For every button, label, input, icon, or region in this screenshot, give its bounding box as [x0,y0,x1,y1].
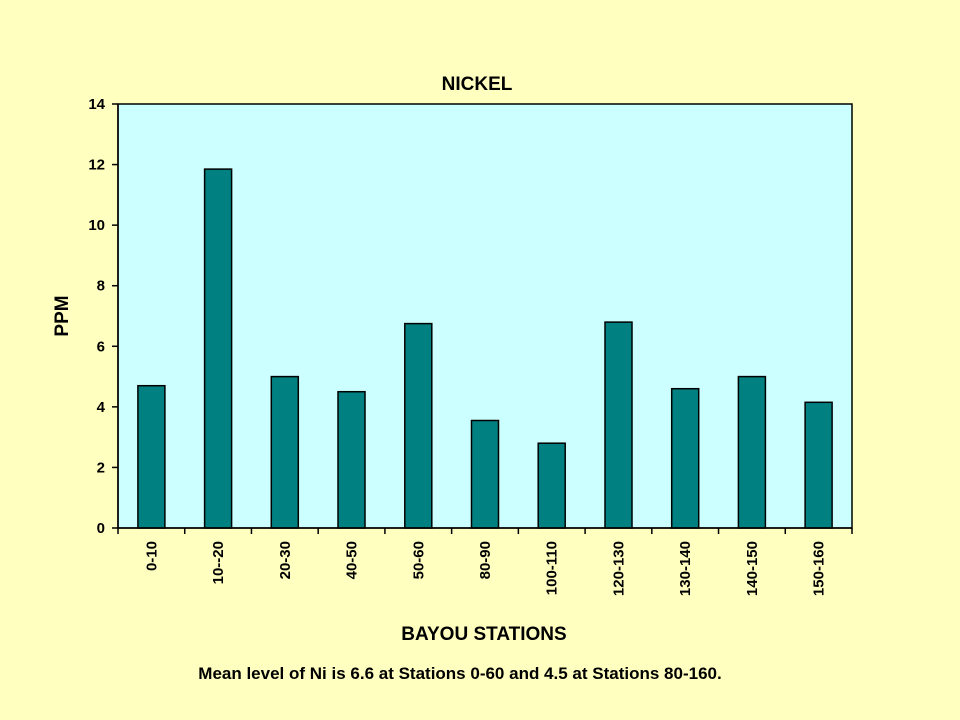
y-tick-label: 10 [88,217,105,234]
x-tick-label: 140-150 [744,541,761,596]
x-tick-label: 0-10 [143,541,160,571]
bar-120-130 [604,321,633,529]
bar-20-30 [270,375,300,529]
x-tick-label: 50-60 [410,541,427,579]
x-tick-label: 80-90 [477,541,494,579]
x-tick-label: 20-30 [277,541,294,579]
y-tick-label: 2 [97,459,105,476]
y-ticks-group: 0 2 4 6 8 10 12 14 [88,96,118,537]
bar-40-50 [337,390,366,529]
bar-50-60 [404,322,433,529]
bar-10--20 [203,168,233,529]
bar-140-150 [737,375,767,529]
x-tick-label: 150-160 [811,541,828,596]
y-axis-title: PPM [52,295,73,336]
caption-text: Mean level of Ni is 6.6 at Stations 0-60… [198,664,722,683]
x-tick-label: 10--20 [210,541,227,584]
chart-title: NICKEL [442,74,513,95]
y-tick-label: 6 [97,338,105,355]
x-tick-label: 120-130 [610,541,627,596]
y-tick-label: 8 [97,278,105,295]
x-tick-label: 100-110 [544,541,561,595]
y-tick-label: 12 [88,157,105,174]
bars-group [137,168,833,529]
y-tick-label: 14 [88,96,105,113]
bar-150-160 [804,401,833,529]
bar-130-140 [670,387,700,529]
bar-0-10 [137,384,166,529]
bar-100-110 [537,442,566,529]
x-tick-label: 40-50 [344,541,361,579]
y-tick-label: 4 [97,399,106,416]
y-tick-label: 0 [97,520,105,537]
x-tick-label: 130-140 [677,541,694,596]
x-ticks-group: 0-10 10--20 20-30 40-50 50-60 80-90 100-110 120… [117,528,853,596]
x-axis-title: BAYOU STATIONS [401,624,566,645]
bar-80-90 [470,419,500,529]
